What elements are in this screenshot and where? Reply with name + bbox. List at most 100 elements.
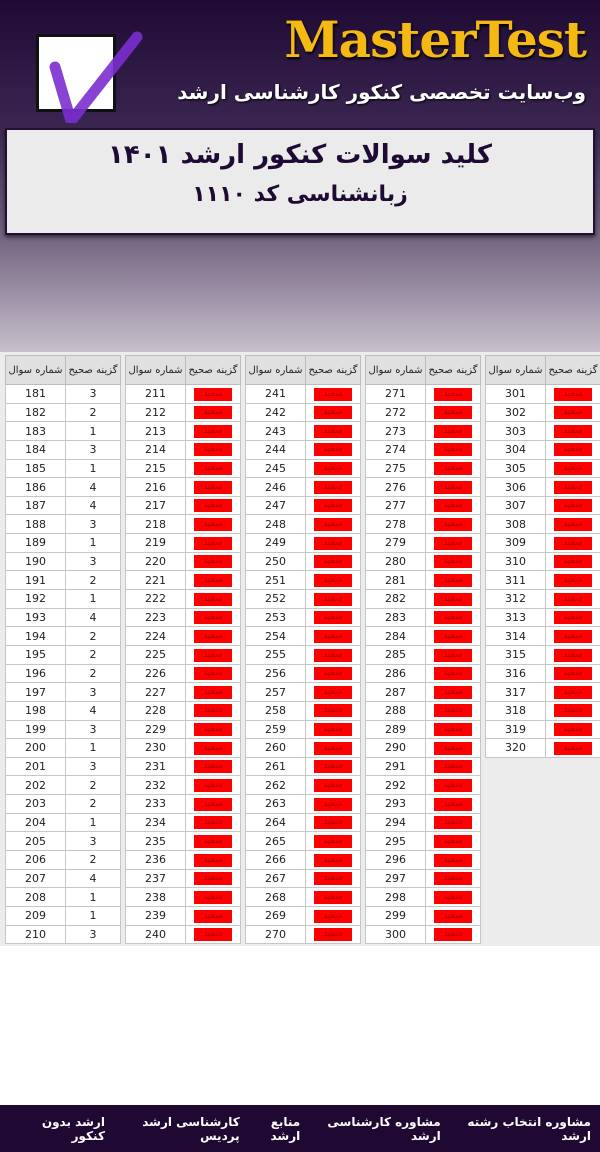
answer-cell: سفید [425, 663, 481, 684]
answer-cell: 3 [65, 514, 121, 535]
answer-cell: سفید [545, 682, 600, 702]
question-cell: 233 [125, 794, 186, 814]
answer-cell: 3 [65, 384, 121, 404]
blank-badge: سفید [554, 741, 592, 755]
question-cell: 269 [245, 905, 306, 926]
answer-cell: سفید [185, 607, 241, 628]
footer-link[interactable]: مشاوره کارشناسی ارشد [327, 1114, 441, 1143]
question-cell: 253 [245, 607, 306, 628]
answer-cell: سفید [305, 905, 361, 926]
table-row: 217 سفید [125, 495, 241, 516]
question-cell: 304 [485, 439, 546, 460]
blank-badge: سفید [194, 872, 232, 886]
question-cell: 271 [365, 384, 426, 404]
answer-cell: سفید [305, 794, 361, 814]
answer-cell: 1 [65, 421, 121, 441]
table-row: 277 سفید [365, 495, 481, 516]
table-row: 302 سفید [485, 402, 600, 423]
answer-cell: 2 [65, 663, 121, 684]
footer-link[interactable]: ارشد بدون کنکور [41, 1114, 105, 1143]
footer-link[interactable]: مشاوره انتخاب رشته ارشد [467, 1114, 591, 1143]
answer-cell: سفید [545, 421, 600, 441]
answer-cell: سفید [185, 700, 241, 721]
answer-cell: سفید [185, 626, 241, 646]
answer-cell: سفید [305, 924, 361, 945]
table-row: 251 سفید [245, 570, 361, 591]
table-row: 260 سفید [245, 738, 361, 758]
answer-cell: سفید [185, 458, 241, 479]
blank-badge: سفید [554, 518, 592, 532]
table-row: 253 سفید [245, 607, 361, 628]
question-cell: 255 [245, 644, 306, 665]
footer-link[interactable]: منابع ارشد [270, 1114, 301, 1143]
table-row: 300 سفید [365, 924, 481, 945]
question-cell: 313 [485, 607, 546, 628]
question-cell: 221 [125, 570, 186, 591]
blank-badge: سفید [194, 928, 232, 942]
answer-cell: سفید [545, 402, 600, 423]
answer-cell: سفید [185, 384, 241, 404]
blank-badge: سفید [194, 462, 232, 476]
answer-cell: سفید [425, 794, 481, 814]
table-row: 318 سفید [485, 700, 600, 721]
question-cell: 188 [5, 514, 66, 535]
answer-cell: سفید [185, 570, 241, 591]
table-row: 267 سفید [245, 868, 361, 889]
question-cell: 186 [5, 477, 66, 497]
question-cell: 301 [485, 384, 546, 404]
question-cell: 316 [485, 663, 546, 684]
answer-cell: 1 [65, 887, 121, 907]
question-cell: 261 [245, 756, 306, 777]
table-row: 313 سفید [485, 607, 600, 628]
answer-cell: سفید [185, 477, 241, 497]
answer-cell: سفید [305, 850, 361, 870]
table-row: 279 سفید [365, 533, 481, 553]
table-row: 181 3 [5, 384, 121, 404]
question-cell: 265 [245, 831, 306, 852]
answer-cell: سفید [185, 421, 241, 441]
blank-badge: سفید [194, 834, 232, 848]
answer-cell: سفید [545, 495, 600, 516]
page-subtitle: زبانشناسی کد ۱۱۱۰ [192, 182, 408, 207]
question-cell: 300 [365, 924, 426, 945]
blank-badge: سفید [434, 816, 472, 830]
answer-header: گزینه صحیح [545, 355, 600, 385]
table-row: 187 4 [5, 495, 121, 516]
answer-cell: سفید [545, 551, 600, 572]
footer-link[interactable]: کارشناسی ارشد پردیس [142, 1114, 240, 1143]
question-cell: 306 [485, 477, 546, 497]
table-row: 192 1 [5, 589, 121, 609]
question-cell: 217 [125, 495, 186, 516]
question-cell: 310 [485, 551, 546, 572]
table-header-row: شماره سوال گزینه صحیح [485, 355, 600, 385]
question-cell: 203 [5, 794, 66, 814]
answer-cell: سفید [305, 626, 361, 646]
blank-badge: سفید [314, 928, 352, 942]
answer-cell: سفید [185, 402, 241, 423]
question-cell: 283 [365, 607, 426, 628]
table-row: 274 سفید [365, 439, 481, 460]
question-cell: 262 [245, 775, 306, 796]
answer-cell: سفید [425, 831, 481, 852]
table-row: 182 2 [5, 402, 121, 423]
question-cell: 284 [365, 626, 426, 646]
question-cell: 267 [245, 868, 306, 889]
table-row: 229 سفید [125, 719, 241, 740]
question-cell: 243 [245, 421, 306, 441]
blank-badge: سفید [314, 816, 352, 830]
question-cell: 276 [365, 477, 426, 497]
answer-cell: سفید [185, 495, 241, 516]
answer-key-table: شماره سوال گزینه صحیح 211 سفید 212 سفید 213 سفی… [125, 355, 241, 945]
answer-cell: 1 [65, 738, 121, 758]
blank-badge: سفید [434, 834, 472, 848]
table-row: 193 4 [5, 607, 121, 628]
answer-cell: سفید [185, 719, 241, 740]
table-row: 299 سفید [365, 905, 481, 926]
question-cell: 226 [125, 663, 186, 684]
blank-badge: سفید [194, 499, 232, 513]
answer-cell: سفید [185, 831, 241, 852]
question-header: شماره سوال [125, 355, 186, 385]
table-row: 231 سفید [125, 756, 241, 777]
answer-cell: 3 [65, 756, 121, 777]
table-row: 242 سفید [245, 402, 361, 423]
